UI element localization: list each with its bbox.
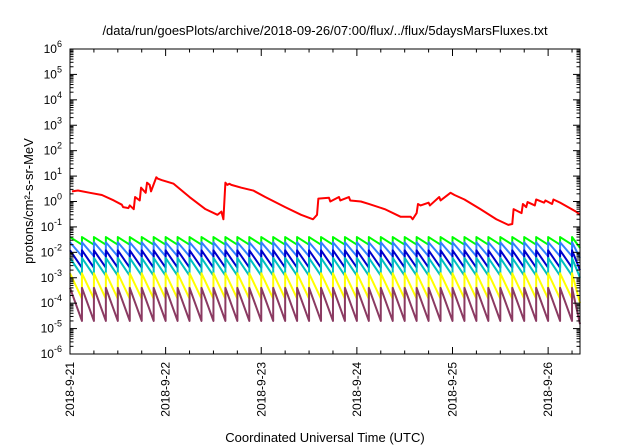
x-axis: 2018-9-21 2018-9-22 2018-9-23 2018-9-24 2018… bbox=[63, 49, 573, 417]
y-tick-label: 10-3 bbox=[41, 268, 62, 285]
y-tick-label: 10-2 bbox=[41, 242, 62, 259]
y-axis: 10-6 10-5 10-4 10-3 10-2 10-1 100 101 102 103 104 1… bbox=[41, 39, 580, 361]
y-tick-label: 10-1 bbox=[41, 217, 62, 234]
y-tick-label: 105 bbox=[44, 64, 62, 81]
x-axis-title: Coordinated Universal Time (UTC) bbox=[225, 430, 424, 445]
x-tick-label: 2018-9-21 bbox=[63, 362, 77, 417]
y-tick-label: 100 bbox=[44, 192, 62, 209]
y-tick-label: 106 bbox=[44, 39, 62, 56]
chart-title: /data/run/goesPlots/archive/2018-09-26/0… bbox=[102, 23, 548, 38]
series-line-4 bbox=[69, 256, 581, 279]
series-line-3 bbox=[69, 249, 581, 271]
series-line-2 bbox=[69, 241, 581, 259]
plot-frame bbox=[69, 48, 581, 355]
x-tick-label: 2018-9-22 bbox=[159, 362, 173, 417]
series-line-5 bbox=[69, 272, 581, 304]
y-tick-label: 102 bbox=[44, 141, 62, 158]
y-tick-label: 101 bbox=[44, 166, 62, 183]
series-line-6 bbox=[69, 286, 581, 325]
series-layer bbox=[69, 176, 581, 325]
x-tick-label: 2018-9-23 bbox=[254, 362, 268, 417]
x-tick-label: 2018-9-26 bbox=[541, 362, 555, 417]
y-tick-label: 10-5 bbox=[41, 319, 62, 336]
y-tick-label: 10-4 bbox=[41, 293, 62, 310]
y-tick-label: 104 bbox=[44, 90, 62, 107]
x-tick-label: 2018-9-25 bbox=[446, 362, 460, 417]
y-tick-label: 10-6 bbox=[41, 344, 62, 361]
x-tick-label: 2018-9-24 bbox=[350, 362, 364, 417]
series-line-1 bbox=[69, 236, 581, 249]
y-tick-label: 103 bbox=[44, 115, 62, 132]
y-axis-title: protons/cm²-s-sr-MeV bbox=[21, 138, 36, 264]
series-line-0 bbox=[71, 176, 581, 226]
